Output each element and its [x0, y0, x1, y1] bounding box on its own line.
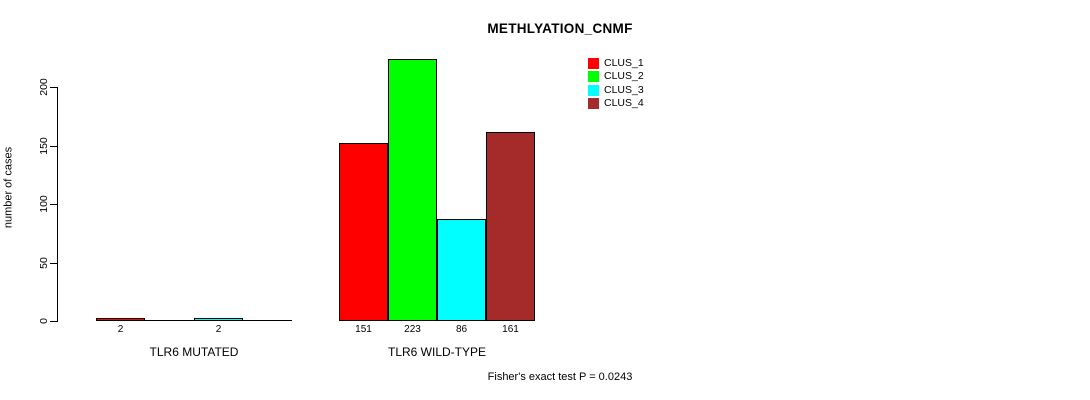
legend-item-clus_1: CLUS_1	[588, 57, 644, 69]
bar-clus_3	[437, 219, 486, 321]
bar-clus_1	[339, 143, 388, 321]
bar-zero-clus_4	[243, 320, 292, 321]
legend-item-clus_3: CLUS_3	[588, 84, 644, 96]
legend-label: CLUS_1	[604, 57, 644, 69]
bar-clus_2	[388, 59, 437, 321]
x-group-label: TLR6 MUTATED	[149, 345, 239, 359]
bar-value-label: 223	[404, 324, 421, 335]
legend-label: CLUS_2	[604, 70, 644, 82]
y-tick-mark	[50, 321, 57, 322]
y-axis-label: number of cases	[2, 146, 15, 229]
y-tick-label: 0	[38, 318, 50, 324]
legend-swatch-clus_3	[588, 84, 599, 96]
chart-title: METHLYATION_CNMF	[487, 21, 633, 36]
legend-item-clus_2: CLUS_2	[588, 70, 644, 82]
bar-clus_4	[486, 132, 535, 321]
legend-swatch-clus_2	[588, 70, 599, 82]
y-tick-label: 150	[38, 137, 50, 155]
footnote-fishers-test: Fisher's exact test P = 0.0243	[487, 371, 633, 383]
legend-swatch-clus_4	[588, 97, 599, 109]
legend-label: CLUS_4	[604, 97, 644, 109]
y-tick-label: 100	[38, 195, 50, 213]
y-tick-mark	[50, 146, 57, 147]
legend-item-clus_4: CLUS_4	[588, 97, 644, 109]
y-tick-label: 50	[38, 257, 50, 269]
legend-label: CLUS_3	[604, 84, 644, 96]
y-tick-mark	[50, 263, 57, 264]
y-axis-line	[57, 87, 58, 322]
bar-value-label: 2	[215, 324, 222, 335]
legend-swatch-clus_1	[588, 57, 599, 69]
bar-value-label: 86	[455, 324, 468, 335]
x-group-label: TLR6 WILD-TYPE	[387, 345, 486, 359]
bar-value-label: 151	[355, 324, 372, 335]
bar-clus_3	[194, 318, 243, 321]
y-tick-label: 200	[38, 78, 50, 96]
y-tick-mark	[50, 87, 57, 88]
bar-value-label: 161	[502, 324, 519, 335]
bar-value-label: 2	[117, 324, 124, 335]
bar-zero-clus_2	[145, 320, 194, 321]
y-tick-mark	[50, 204, 57, 205]
bar-clus_1	[96, 318, 145, 321]
